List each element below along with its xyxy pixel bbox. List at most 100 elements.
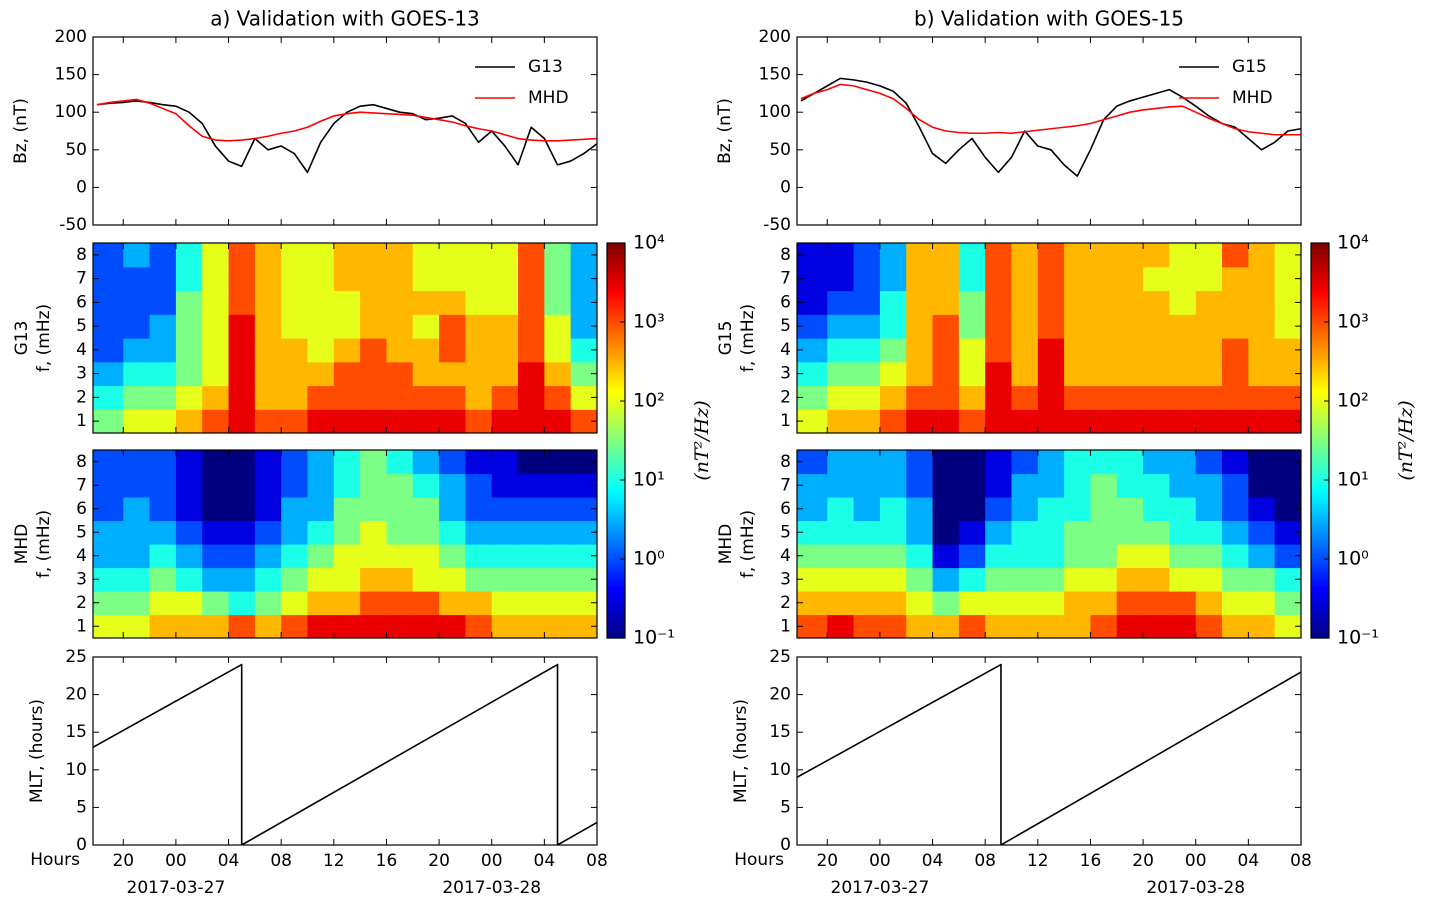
heatmap-cell <box>827 290 855 315</box>
heatmap-cell <box>1248 338 1276 363</box>
colorbar-strip <box>607 279 625 284</box>
x-tick-label: 00 <box>869 851 891 871</box>
heatmap-cell <box>1011 497 1039 522</box>
heatmap-cell <box>932 591 960 616</box>
heatmap-cell <box>1143 544 1171 569</box>
heatmap-cell <box>307 567 335 592</box>
heatmap-cell <box>1037 409 1065 433</box>
heatmap-cell <box>853 497 881 522</box>
colorbar-strip <box>1311 410 1329 415</box>
heatmap-cell <box>1116 614 1144 638</box>
heatmap-cell <box>123 266 151 292</box>
heatmap-cell <box>307 520 335 545</box>
colorbar-strip <box>1311 591 1329 596</box>
heatmap-cell <box>281 243 309 268</box>
heatmap-cell <box>958 338 986 363</box>
colorbar-strip <box>607 493 625 498</box>
heatmap-cell <box>1248 314 1276 339</box>
heatmap-cell <box>1116 361 1144 387</box>
colorbar-strip <box>1311 634 1329 639</box>
heatmap-cell <box>386 614 414 638</box>
heatmap-cell <box>491 409 519 433</box>
heatmap-cell <box>1011 614 1039 638</box>
heatmap-cell <box>1116 314 1144 339</box>
heatmap-cell <box>360 243 388 268</box>
heatmap-cell <box>465 567 493 592</box>
colorbar-tick-label: 10¹ <box>1337 469 1369 491</box>
colorbar-strip <box>607 509 625 514</box>
colorbar-strip <box>1311 374 1329 379</box>
heatmap-cell <box>1011 361 1039 387</box>
colorbar-strip <box>607 364 625 369</box>
heatmap-cell <box>906 544 934 569</box>
heatmap-cell <box>932 567 960 592</box>
legend-label: MHD <box>528 88 569 108</box>
x-tick-label: 12 <box>1027 851 1049 871</box>
heatmap-cell <box>281 338 309 363</box>
heatmap-cell <box>1248 290 1276 315</box>
heatmap-cell <box>1064 591 1092 616</box>
heatmap-cell <box>1037 338 1065 363</box>
heatmap-cell <box>1222 385 1249 410</box>
heatmap-cell <box>307 385 335 410</box>
heatmap-cell <box>1195 314 1223 339</box>
heatmap-cell <box>1116 338 1144 363</box>
heatmap-cell <box>123 520 151 545</box>
colorbar-strip <box>607 249 625 254</box>
heatmap-cell <box>1011 520 1039 545</box>
heatmap-cell <box>307 361 335 387</box>
colorbar-strip <box>607 568 625 573</box>
heatmap-cell <box>906 591 934 616</box>
colorbar-strip <box>1311 322 1329 326</box>
y-tick-label: -50 <box>763 215 791 235</box>
colorbar-strip <box>1311 509 1329 514</box>
heatmap-cell <box>202 544 230 569</box>
heatmap-cell <box>1090 473 1118 498</box>
heatmap-cell <box>985 361 1013 387</box>
heatmap-cell <box>1090 243 1118 268</box>
heatmap-cell <box>1248 473 1276 498</box>
colorbar-strip <box>1311 414 1329 419</box>
heatmap-cell <box>544 497 572 522</box>
colorbar-strip <box>607 377 625 382</box>
heatmap-cell <box>386 591 414 616</box>
colorbar-strip <box>1311 275 1329 280</box>
heatmap-cell <box>175 385 203 410</box>
heatmap-cell <box>1037 591 1065 616</box>
y-tick-label: -50 <box>59 215 87 235</box>
heatmap-cell <box>281 266 309 292</box>
x-tick-label: 20 <box>112 851 134 871</box>
colorbar-strip <box>1311 611 1329 616</box>
heatmap-cell <box>853 314 881 339</box>
heatmap-cell <box>175 591 203 616</box>
heatmap-cell <box>149 243 177 268</box>
heatmap-cell <box>1037 497 1065 522</box>
colorbar-strip <box>1311 480 1329 484</box>
heatmap-cell <box>254 567 282 592</box>
colorbar-strip <box>1311 493 1329 498</box>
heatmap-cell <box>333 385 361 410</box>
colorbar-strip <box>607 539 625 544</box>
heatmap-cell <box>307 243 335 268</box>
colorbar-strip <box>607 578 625 583</box>
colorbar-strip <box>1311 259 1329 264</box>
heatmap-cell <box>985 591 1013 616</box>
date-label: 2017-03-27 <box>127 878 226 898</box>
colorbar-strip <box>607 631 625 636</box>
heatmap-cell <box>1037 385 1065 410</box>
colorbar-strip <box>1311 387 1329 392</box>
heatmap-cell <box>879 243 907 268</box>
colorbar-strip <box>1311 555 1329 560</box>
colorbar-strip <box>1311 361 1329 366</box>
heatmap-cell <box>1037 243 1065 268</box>
heatmap-cell <box>853 338 881 363</box>
heatmap <box>797 450 1301 638</box>
heatmap-cell <box>879 314 907 339</box>
heatmap-cell <box>491 591 519 616</box>
heatmap-cell <box>932 266 960 292</box>
colorbar-tick-label: 10⁴ <box>633 232 665 254</box>
colorbar-strip <box>1311 262 1329 267</box>
series-line <box>797 663 1301 845</box>
heatmap-cell <box>544 591 572 616</box>
heatmap-cell <box>281 409 309 433</box>
